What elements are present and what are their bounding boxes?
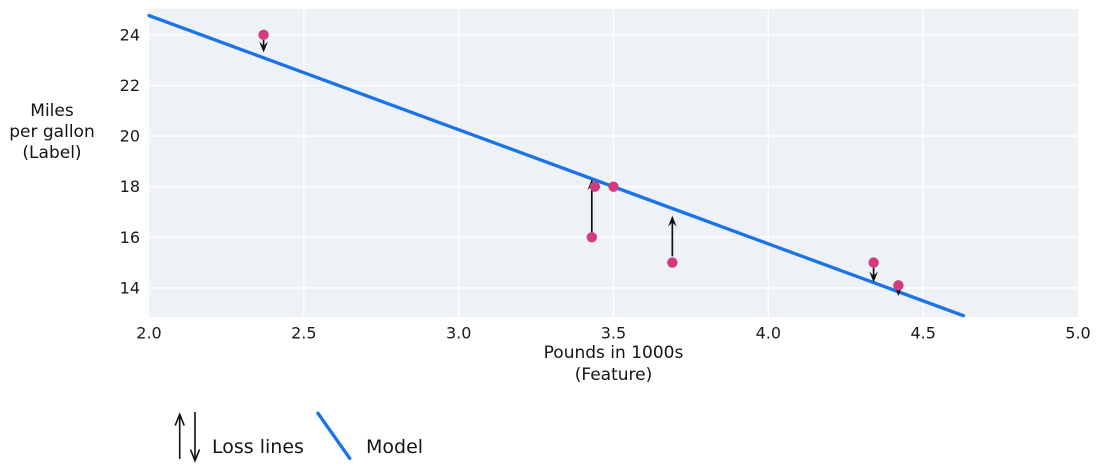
y-tick-label: 16 — [120, 228, 140, 247]
model-line — [147, 13, 966, 318]
y-tick-label: 20 — [120, 127, 140, 146]
y-axis-label-line: Miles — [30, 101, 74, 121]
loss-line-arrowhead — [667, 215, 677, 227]
loss-line-arrowhead — [869, 271, 879, 283]
legend-label-loss-lines: Loss lines — [212, 436, 304, 458]
y-tick-label: 22 — [120, 76, 140, 95]
data-point — [258, 29, 269, 41]
data-point — [868, 257, 879, 268]
y-tick-label: 14 — [120, 278, 140, 297]
x-tick-label: 4.5 — [910, 324, 935, 343]
data-point — [589, 181, 601, 192]
x-tick-label: 2.0 — [136, 324, 161, 343]
y-axis-label: Miles per gallon (Label) — [0, 101, 104, 164]
data-point — [893, 280, 904, 291]
x-tick-label: 2.5 — [291, 324, 316, 343]
y-axis-label-line: (Label) — [22, 143, 82, 163]
x-axis-label-line: Pounds in 1000s — [543, 343, 684, 363]
data-point — [608, 181, 619, 192]
data-point — [667, 257, 678, 268]
loss-lines-legend-icon — [174, 412, 201, 463]
x-axis-label: Pounds in 1000s (Feature) — [493, 342, 734, 386]
x-tick-label: 5.0 — [1065, 324, 1090, 343]
x-tick-label: 3.5 — [601, 324, 626, 343]
loss-line-arrowhead — [259, 41, 268, 53]
x-axis-label-line: (Feature) — [574, 365, 653, 385]
x-tick-label: 4.0 — [756, 324, 781, 343]
data-point — [586, 232, 598, 243]
y-tick-label: 18 — [120, 177, 140, 196]
model-legend-icon — [316, 411, 352, 460]
y-tick-label: 24 — [120, 25, 140, 44]
y-axis-label-line: per gallon — [9, 122, 95, 142]
legend-label-model: Model — [366, 436, 424, 458]
x-tick-label: 3.0 — [446, 324, 471, 343]
